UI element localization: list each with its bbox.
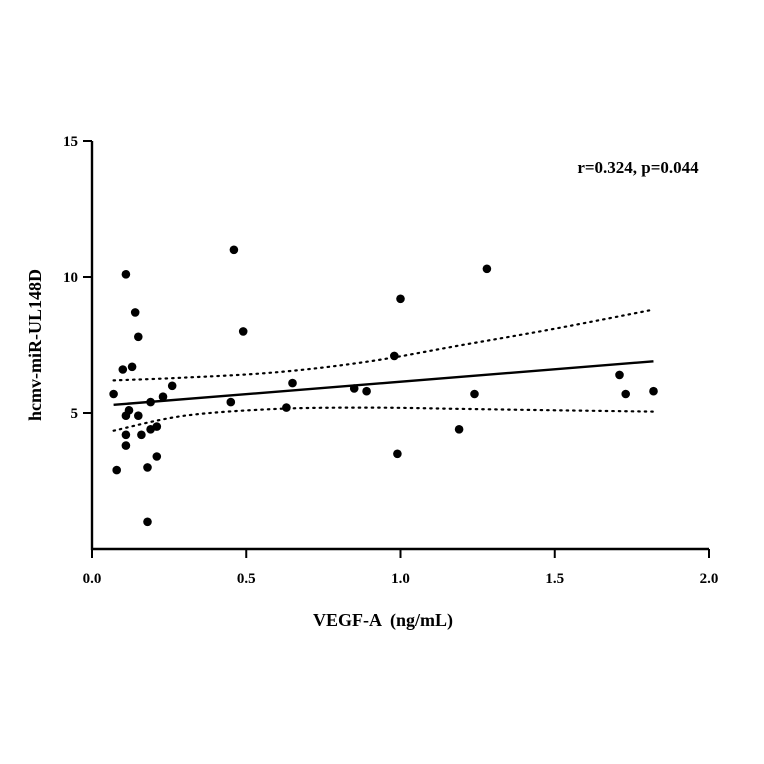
correlation-annotation: r=0.324, p=0.044 bbox=[577, 158, 699, 177]
data-point bbox=[226, 397, 236, 407]
data-point bbox=[134, 332, 143, 342]
data-point bbox=[621, 389, 630, 399]
x-tick-label: 2.0 bbox=[700, 571, 719, 587]
data-point bbox=[121, 441, 131, 450]
data-point bbox=[130, 308, 140, 317]
data-point bbox=[470, 389, 479, 399]
ci-upper-line bbox=[112, 308, 655, 382]
data-point bbox=[649, 386, 658, 396]
data-point bbox=[396, 294, 405, 304]
regression-line bbox=[113, 360, 654, 407]
regression-line-group bbox=[113, 360, 654, 407]
data-point bbox=[121, 270, 131, 279]
data-point bbox=[134, 411, 143, 421]
data-point bbox=[124, 406, 134, 415]
data-point bbox=[112, 465, 121, 475]
data-point bbox=[393, 449, 402, 459]
data-point bbox=[482, 264, 492, 274]
data-point bbox=[167, 381, 177, 391]
data-point bbox=[118, 365, 128, 374]
data-point bbox=[282, 403, 291, 412]
data-point bbox=[349, 384, 359, 393]
data-point bbox=[109, 389, 118, 399]
confidence-band bbox=[112, 308, 655, 432]
data-point bbox=[127, 362, 137, 372]
data-point bbox=[390, 351, 399, 361]
y-axis-title: hcmv-miR-UL148D bbox=[25, 269, 45, 421]
data-point bbox=[288, 378, 297, 388]
x-tick-label: 1.0 bbox=[391, 571, 410, 587]
data-point bbox=[137, 430, 146, 440]
x-tick-label: 0.0 bbox=[83, 571, 102, 587]
y-tick-label: 15 bbox=[63, 134, 78, 150]
data-point bbox=[158, 392, 168, 402]
data-point bbox=[229, 245, 239, 255]
data-point bbox=[146, 397, 155, 407]
axes: 0.0 0.5 1.0 1.5 2.0 5 10 15 bbox=[63, 134, 718, 587]
x-axis-title: VEGF-A (ng/mL) bbox=[313, 610, 453, 631]
data-point bbox=[362, 386, 371, 396]
x-tick-label: 1.5 bbox=[545, 571, 564, 587]
data-point bbox=[454, 425, 464, 434]
y-tick-label: 10 bbox=[63, 270, 78, 286]
data-point bbox=[238, 327, 248, 336]
data-point bbox=[615, 370, 624, 380]
data-point bbox=[152, 422, 162, 431]
x-tick-label: 0.5 bbox=[237, 571, 256, 587]
data-point bbox=[143, 463, 152, 472]
data-point bbox=[121, 430, 131, 440]
y-tick-label: 5 bbox=[71, 406, 79, 422]
ci-lower-line bbox=[112, 406, 655, 432]
data-point bbox=[152, 452, 162, 461]
data-point bbox=[143, 517, 152, 527]
data-points bbox=[109, 245, 658, 527]
